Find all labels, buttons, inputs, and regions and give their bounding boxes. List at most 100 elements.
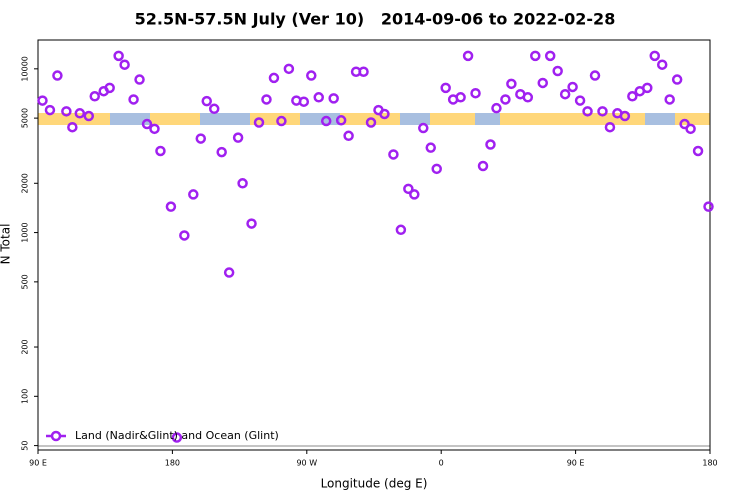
y-tick-label: 5000	[21, 108, 30, 128]
y-tick-label: 50	[21, 441, 30, 451]
point	[425, 142, 436, 153]
x-tick-label: 90 E	[29, 459, 47, 468]
point	[44, 104, 56, 116]
x-tick-label: 0	[439, 459, 444, 468]
point	[403, 183, 414, 195]
legend-marker	[50, 430, 62, 442]
point	[89, 91, 100, 102]
point	[418, 122, 429, 134]
point	[268, 72, 280, 84]
point	[703, 201, 714, 212]
point	[395, 224, 407, 236]
point	[119, 59, 130, 70]
point	[462, 50, 474, 62]
point	[656, 59, 668, 70]
point	[313, 92, 324, 103]
point	[544, 50, 556, 62]
point	[216, 146, 227, 158]
y-tick-label: 1000	[21, 222, 30, 242]
chart-title: 52.5N-57.5N July (Ver 10) 2014-09-06 to …	[135, 10, 616, 29]
point	[306, 70, 317, 81]
point	[537, 77, 548, 89]
ocean-band	[475, 113, 500, 125]
point	[455, 92, 466, 103]
point	[671, 74, 683, 85]
point	[149, 123, 160, 135]
point	[52, 70, 63, 81]
point	[261, 94, 272, 105]
x-tick-label: 90 W	[296, 459, 317, 468]
point	[506, 78, 517, 90]
point	[171, 432, 183, 443]
point	[649, 50, 660, 62]
point	[692, 145, 704, 157]
point	[155, 145, 166, 157]
y-axis-label: N Total	[0, 224, 13, 265]
point	[358, 66, 369, 77]
x-tick-label: 180	[165, 459, 180, 468]
point	[276, 115, 287, 127]
ocean-band	[200, 113, 250, 125]
point	[320, 115, 332, 127]
point	[134, 74, 145, 85]
point	[582, 106, 593, 117]
point	[74, 108, 86, 119]
ocean-band	[400, 113, 430, 125]
point	[335, 115, 347, 126]
point	[379, 108, 390, 120]
point	[567, 81, 578, 93]
point	[201, 95, 212, 107]
y-tick-label: 200	[21, 339, 30, 354]
point	[67, 121, 78, 133]
point	[627, 91, 638, 102]
point	[530, 50, 541, 62]
point	[559, 88, 571, 100]
point	[440, 82, 451, 94]
point	[500, 94, 511, 105]
point	[589, 70, 601, 81]
point	[642, 82, 653, 94]
point	[188, 189, 199, 200]
point	[470, 87, 481, 99]
y-tick-label: 500	[21, 274, 30, 289]
x-tick-label: 90 E	[567, 459, 585, 468]
point	[604, 121, 616, 133]
y-tick-label: 10000	[21, 56, 30, 81]
point	[37, 95, 48, 106]
ocean-band	[645, 113, 675, 125]
x-axis-label: Longitude (deg E)	[321, 477, 428, 491]
ocean-band	[300, 113, 340, 125]
point	[522, 92, 534, 103]
point	[491, 102, 502, 114]
point	[253, 117, 265, 128]
point	[179, 230, 190, 241]
point	[165, 201, 177, 212]
point	[61, 106, 72, 117]
point	[431, 163, 442, 175]
point	[237, 178, 248, 189]
point	[597, 106, 608, 117]
point	[328, 93, 339, 104]
point	[195, 133, 207, 144]
point	[104, 82, 115, 94]
point	[552, 65, 563, 77]
point	[685, 123, 696, 135]
plot-frame	[37, 39, 711, 451]
point	[232, 132, 244, 143]
point	[664, 94, 675, 105]
point	[619, 110, 631, 122]
point	[409, 189, 420, 200]
point	[477, 160, 489, 172]
point	[208, 103, 220, 115]
point	[343, 130, 354, 142]
point	[246, 218, 257, 229]
point	[128, 94, 139, 105]
x-tick-label: 180	[702, 459, 717, 468]
y-tick-label: 2000	[21, 173, 30, 193]
point	[485, 139, 496, 150]
point	[298, 96, 310, 107]
legend-label: Land (Nadir&Glint) and Ocean (Glint)	[75, 429, 279, 442]
point	[141, 118, 153, 130]
point	[574, 95, 586, 106]
